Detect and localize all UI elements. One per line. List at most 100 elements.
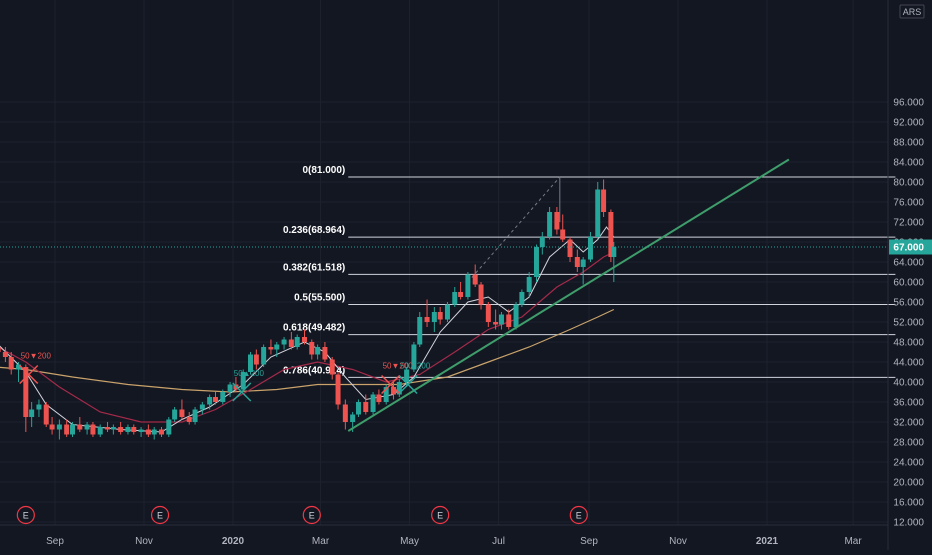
candle	[472, 264, 478, 287]
candle-body	[478, 284, 484, 305]
candle	[281, 337, 287, 350]
candle	[513, 302, 519, 330]
time-axis[interactable]: Sep Nov 2020 Mar May Jul Sep Nov 2021 Mar	[0, 524, 888, 547]
candle	[294, 334, 300, 350]
candle	[49, 417, 55, 435]
candles	[0, 179, 617, 440]
price-axis[interactable]: 12.000 16.000 20.000 24.000 28.000 32.000 36.0…	[887, 0, 932, 550]
price-tick-label: 32.000	[893, 418, 924, 429]
candle-body	[159, 429, 165, 435]
candle-body	[105, 427, 111, 430]
candle	[36, 399, 42, 417]
candle-body	[424, 317, 430, 322]
time-tick-label: 2021	[756, 536, 779, 547]
candle	[424, 299, 430, 327]
earnings-marker-label: E	[576, 511, 582, 521]
candle-body	[261, 347, 267, 365]
candle	[186, 412, 192, 425]
candle	[172, 407, 178, 422]
candle-body	[533, 247, 539, 277]
candle	[363, 394, 369, 415]
earnings-marker-label: E	[437, 511, 443, 521]
time-tick-label: Nov	[669, 536, 687, 547]
candle	[458, 282, 464, 300]
candle	[43, 402, 49, 427]
candle-body	[383, 387, 389, 402]
candle	[444, 302, 450, 322]
price-tick-label: 16.000	[893, 498, 924, 509]
candle-body	[335, 374, 341, 405]
fib-level-label: 0.618(49.482)	[283, 323, 345, 334]
candle-body	[329, 359, 335, 375]
candle-body	[595, 189, 601, 237]
candle-body	[97, 427, 103, 435]
candle	[274, 342, 280, 357]
fib-level-label: 0.786(40.914)	[283, 365, 345, 376]
price-tick-label: 60.000	[893, 278, 924, 289]
cross-marker-label: 50▲200	[234, 369, 265, 378]
candle	[322, 342, 328, 362]
cross-marker-label: 50▼200	[21, 352, 52, 361]
candle	[498, 312, 504, 330]
candle	[84, 422, 90, 435]
candle	[493, 309, 499, 330]
candle	[533, 244, 539, 282]
candle-body	[138, 429, 144, 432]
candle	[90, 422, 96, 437]
candle-body	[151, 429, 157, 435]
candle-body	[431, 312, 437, 322]
candle	[220, 389, 226, 405]
moving-average-fast	[0, 226, 615, 433]
candle-body	[172, 409, 178, 420]
candle-body	[145, 429, 151, 435]
candle	[465, 272, 471, 300]
candle	[580, 257, 586, 285]
candle	[560, 214, 566, 242]
candle-body	[355, 402, 361, 415]
cross-marker-stroke	[19, 364, 39, 385]
candle	[526, 272, 532, 297]
candle-body	[110, 427, 116, 430]
candle-body	[227, 384, 233, 392]
moving-average-mid	[0, 251, 615, 423]
candle	[253, 349, 259, 370]
candle	[16, 362, 22, 382]
candle	[166, 417, 172, 437]
candle-body	[437, 312, 443, 320]
candle-body	[526, 277, 532, 292]
candle	[547, 207, 553, 240]
cross-marker-label: 50▲200	[400, 362, 431, 371]
candle-body	[472, 274, 478, 285]
candle	[485, 302, 491, 327]
earnings-marker-circle	[16, 505, 35, 525]
candle-body	[288, 339, 294, 347]
candle-body	[64, 424, 70, 435]
trendline-group[interactable]	[347, 158, 790, 432]
currency-label: ARS	[903, 7, 922, 17]
fibonacci-retracement[interactable]: 0(81.000) 0.236(68.964) 0.382(61.518) 0.5(5…	[283, 165, 896, 378]
candle-body	[77, 424, 83, 430]
candle-body	[186, 417, 192, 422]
candle	[608, 209, 614, 262]
earnings-marker-circle	[569, 505, 588, 525]
candle-body	[513, 304, 519, 327]
time-tick-label: Jul	[492, 536, 505, 547]
fib-level-label: 0.382(61.518)	[283, 262, 345, 273]
candle-body	[268, 347, 274, 350]
candle-body	[601, 189, 607, 212]
candle	[309, 339, 315, 360]
last-price-label: 67.000	[893, 243, 924, 254]
candle	[110, 424, 116, 435]
candle-body	[212, 397, 218, 402]
price-tick-label: 20.000	[893, 478, 924, 489]
candle	[207, 394, 213, 410]
price-tick-label: 84.000	[893, 158, 924, 169]
candle	[8, 352, 14, 375]
candle-body	[70, 424, 76, 435]
candle-body	[465, 274, 471, 297]
candle-body	[342, 404, 348, 422]
cross-marker-stroke	[398, 374, 418, 395]
